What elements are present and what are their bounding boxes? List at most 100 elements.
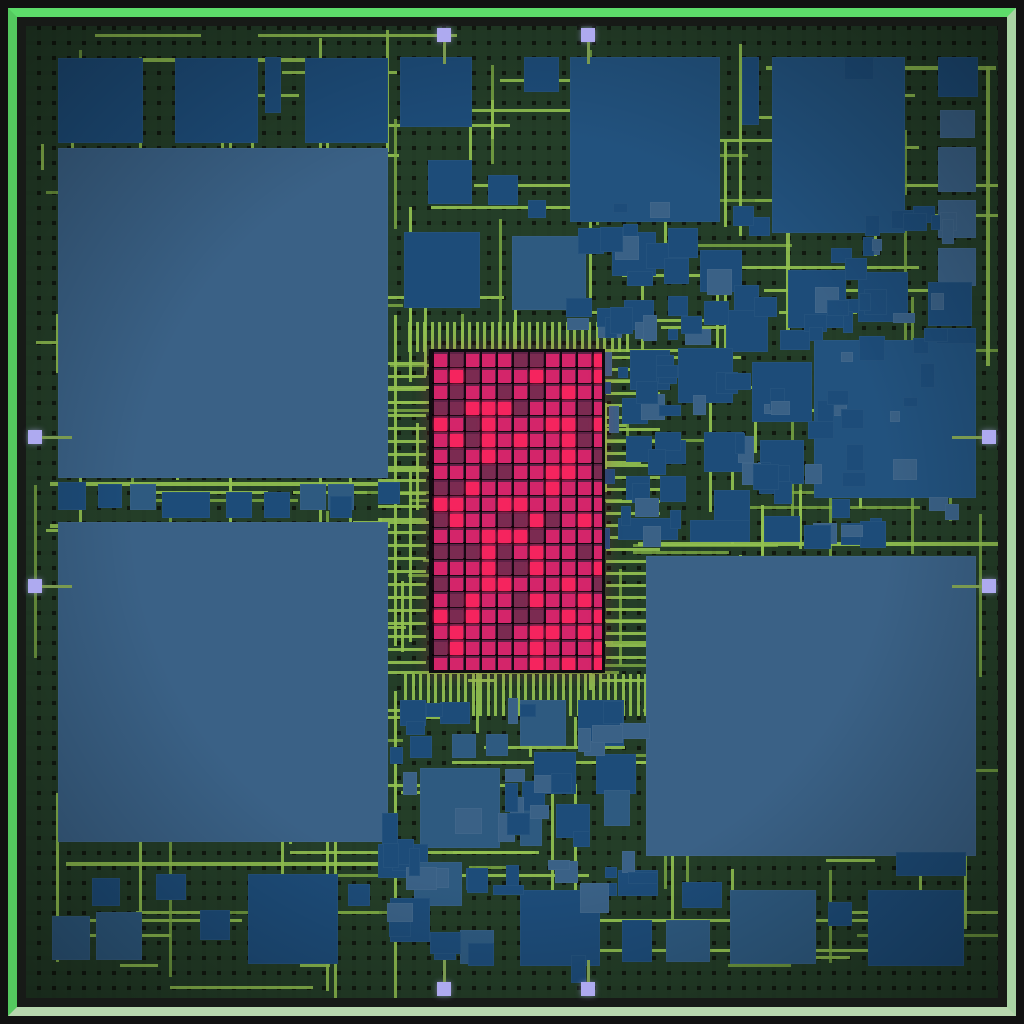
macro-block[interactable] xyxy=(264,492,290,518)
standard-cell[interactable] xyxy=(650,202,670,218)
standard-cell[interactable] xyxy=(843,311,853,333)
standard-cell[interactable] xyxy=(493,885,524,895)
standard-cell[interactable] xyxy=(754,297,777,317)
standard-cell[interactable] xyxy=(890,411,900,422)
macro-block[interactable] xyxy=(646,556,976,856)
macro-block[interactable] xyxy=(528,200,546,218)
macro-block[interactable] xyxy=(58,482,86,510)
macro-block[interactable] xyxy=(730,890,816,964)
macro-block[interactable] xyxy=(265,57,281,113)
standard-cell[interactable] xyxy=(426,703,443,717)
macro-block[interactable] xyxy=(660,476,686,502)
standard-cell[interactable] xyxy=(430,932,461,954)
standard-cell[interactable] xyxy=(636,381,658,404)
standard-cell[interactable] xyxy=(920,363,935,388)
standard-cell[interactable] xyxy=(846,444,864,471)
standard-cell[interactable] xyxy=(390,747,403,764)
standard-cell[interactable] xyxy=(704,301,729,325)
standard-cell[interactable] xyxy=(506,865,519,890)
standard-cell[interactable] xyxy=(693,395,706,415)
standard-cell[interactable] xyxy=(467,868,488,893)
standard-cell[interactable] xyxy=(602,352,612,376)
standard-cell[interactable] xyxy=(725,373,751,390)
standard-cell[interactable] xyxy=(659,405,681,416)
standard-cell[interactable] xyxy=(942,219,954,244)
standard-cell[interactable] xyxy=(505,783,518,812)
standard-cell[interactable] xyxy=(827,390,849,405)
standard-cell[interactable] xyxy=(623,224,638,238)
standard-cell[interactable] xyxy=(681,316,702,334)
standard-cell[interactable] xyxy=(382,813,398,844)
standard-cell[interactable] xyxy=(707,269,732,295)
standard-cell[interactable] xyxy=(620,723,650,739)
sram-memory-macro[interactable] xyxy=(429,349,605,673)
standard-cell[interactable] xyxy=(931,293,944,310)
standard-cell[interactable] xyxy=(580,883,609,913)
pad-right-1-icon[interactable] xyxy=(982,430,996,444)
standard-cell[interactable] xyxy=(566,298,592,317)
standard-cell[interactable] xyxy=(603,701,623,724)
standard-cell[interactable] xyxy=(893,313,915,323)
standard-cell[interactable] xyxy=(776,465,790,483)
standard-cell[interactable] xyxy=(605,867,617,878)
macro-block[interactable] xyxy=(512,236,586,310)
standard-cell[interactable] xyxy=(771,401,790,415)
macro-block[interactable] xyxy=(130,484,156,510)
standard-cell[interactable] xyxy=(845,258,867,280)
pad-right-2-icon[interactable] xyxy=(982,579,996,593)
standard-cell[interactable] xyxy=(578,728,591,752)
pad-left-2-icon[interactable] xyxy=(28,579,42,593)
standard-cell[interactable] xyxy=(551,773,572,793)
macro-block[interactable] xyxy=(604,790,630,826)
standard-cell[interactable] xyxy=(945,504,959,520)
standard-cell[interactable] xyxy=(865,215,880,236)
standard-cell[interactable] xyxy=(622,851,635,873)
standard-cell[interactable] xyxy=(409,848,420,876)
macro-block[interactable] xyxy=(668,228,698,258)
standard-cell[interactable] xyxy=(436,868,449,888)
standard-cell[interactable] xyxy=(808,421,834,439)
standard-cell[interactable] xyxy=(664,258,689,284)
macro-block[interactable] xyxy=(305,58,388,143)
standard-cell[interactable] xyxy=(648,449,666,475)
standard-cell[interactable] xyxy=(929,497,948,511)
standard-cell[interactable] xyxy=(859,293,871,311)
standard-cell[interactable] xyxy=(610,307,633,334)
standard-cell[interactable] xyxy=(924,328,948,342)
macro-block[interactable] xyxy=(452,734,476,758)
macro-block[interactable] xyxy=(98,484,122,508)
standard-cell[interactable] xyxy=(860,521,886,548)
standard-cell[interactable] xyxy=(505,769,525,782)
macro-block[interactable] xyxy=(844,57,874,80)
macro-block[interactable] xyxy=(440,702,470,724)
macro-block[interactable] xyxy=(404,232,480,308)
standard-cell[interactable] xyxy=(863,237,874,256)
standard-cell[interactable] xyxy=(931,215,942,230)
macro-block[interactable] xyxy=(666,920,710,962)
macro-block[interactable] xyxy=(226,492,252,518)
standard-cell[interactable] xyxy=(903,397,918,407)
standard-cell[interactable] xyxy=(618,367,628,378)
standard-cell[interactable] xyxy=(655,432,681,451)
macro-block[interactable] xyxy=(162,492,210,518)
pad-top-1-icon[interactable] xyxy=(437,28,451,42)
standard-cell[interactable] xyxy=(468,943,494,966)
standard-cell[interactable] xyxy=(735,433,745,454)
standard-cell[interactable] xyxy=(578,228,604,254)
standard-cell[interactable] xyxy=(508,698,518,724)
standard-cell[interactable] xyxy=(548,860,570,870)
standard-cell[interactable] xyxy=(567,318,589,330)
macro-block[interactable] xyxy=(938,57,978,97)
standard-cell[interactable] xyxy=(643,526,661,547)
standard-cell[interactable] xyxy=(613,203,628,213)
macro-block[interactable] xyxy=(828,902,852,926)
macro-block[interactable] xyxy=(410,736,432,758)
macro-block[interactable] xyxy=(58,148,388,478)
standard-cell[interactable] xyxy=(507,813,530,835)
macro-block[interactable] xyxy=(690,520,750,542)
standard-cell[interactable] xyxy=(406,721,425,735)
standard-cell[interactable] xyxy=(646,243,669,269)
standard-cell[interactable] xyxy=(628,872,658,884)
standard-cell[interactable] xyxy=(805,464,822,484)
standard-cell[interactable] xyxy=(668,329,678,340)
